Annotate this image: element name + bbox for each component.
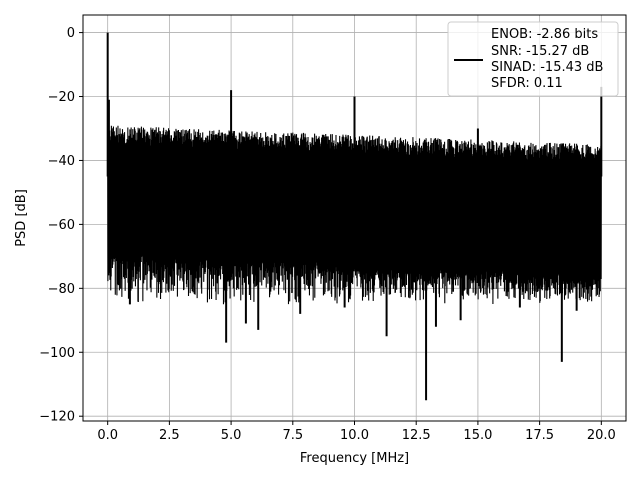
x-tick-label: 0.0 xyxy=(97,428,118,443)
y-tick-label: −60 xyxy=(48,218,75,233)
y-axis-label: PSD [dB] xyxy=(14,189,29,247)
x-tick-label: 15.0 xyxy=(463,428,492,443)
psd-series xyxy=(106,32,603,401)
y-axis-ticks: 0 −20 −40 −60 −80 −100 −120 xyxy=(39,26,83,425)
x-axis-label: Frequency [MHz] xyxy=(300,451,409,466)
x-axis-ticks: 0.0 2.5 5.0 7.5 10.0 12.5 15.0 17.5 20.0 xyxy=(97,421,616,443)
legend-line-enob: ENOB: -2.86 bits xyxy=(491,27,598,42)
x-tick-label: 5.0 xyxy=(221,428,242,443)
legend-box xyxy=(447,21,619,97)
x-tick-label: 2.5 xyxy=(159,428,180,443)
y-tick-label: −20 xyxy=(48,90,75,105)
x-tick-label: 17.5 xyxy=(525,428,554,443)
x-tick-label: 20.0 xyxy=(587,428,616,443)
x-tick-label: 10.0 xyxy=(340,428,369,443)
x-tick-label: 7.5 xyxy=(282,428,303,443)
legend-line-snr: SNR: -15.27 dB xyxy=(491,44,589,59)
legend-line-sfdr: SFDR: 0.11 xyxy=(491,76,563,91)
y-tick-label: −100 xyxy=(39,346,75,361)
y-tick-label: −40 xyxy=(48,154,75,169)
legend-line-sinad: SINAD: -15.43 dB xyxy=(491,60,603,75)
y-tick-label: −80 xyxy=(48,282,75,297)
y-tick-label: 0 xyxy=(67,26,75,41)
y-tick-label: −120 xyxy=(39,410,75,425)
legend: ENOB: -2.86 bits SNR: -15.27 dB SINAD: -… xyxy=(447,21,619,97)
x-tick-label: 12.5 xyxy=(402,428,431,443)
